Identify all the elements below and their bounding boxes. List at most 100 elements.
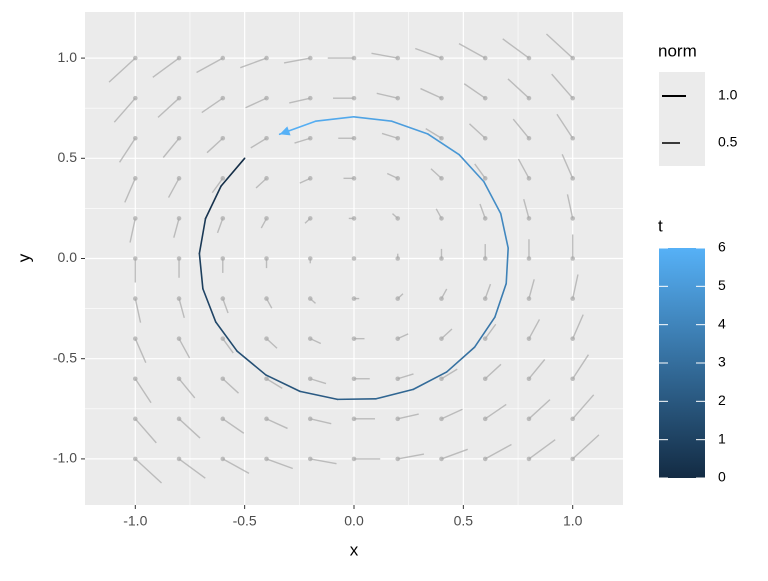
grid-point — [526, 135, 532, 141]
trajectory-segment — [391, 120, 429, 135]
vector — [484, 323, 497, 340]
vector — [134, 378, 152, 404]
grid-point — [351, 135, 357, 141]
grid-point — [307, 216, 313, 221]
grid-point — [176, 416, 182, 422]
grid-point — [439, 376, 444, 382]
vector — [152, 57, 180, 78]
grid-point — [526, 296, 532, 301]
vector — [266, 378, 283, 389]
colorbar-label: 0 — [718, 469, 726, 485]
grid-point — [526, 176, 532, 181]
grid-point — [133, 95, 138, 101]
colorbar-label: 5 — [718, 277, 726, 293]
grid-point — [351, 216, 357, 221]
grid-point — [133, 336, 138, 341]
x-tick-label: -1.0 — [123, 513, 147, 529]
grid-point — [351, 256, 357, 261]
grid-point — [482, 176, 488, 181]
vector — [441, 408, 463, 420]
vector — [255, 177, 267, 189]
grid-point — [570, 376, 575, 382]
legend-label: 0.5 — [718, 134, 738, 150]
vector — [523, 198, 530, 219]
grid-point — [307, 416, 313, 422]
grid-point — [264, 95, 269, 101]
trajectory-segment — [214, 321, 239, 353]
vector — [572, 394, 595, 420]
grid-point — [570, 456, 575, 462]
vector — [414, 47, 442, 59]
grid-point — [307, 55, 313, 61]
trajectory-segment — [202, 287, 217, 323]
grid-point — [264, 336, 269, 341]
vector — [245, 97, 267, 109]
vector — [173, 218, 180, 238]
vector — [134, 418, 157, 444]
vector — [222, 298, 229, 314]
vector — [178, 338, 191, 359]
vector — [222, 418, 245, 434]
grid-point — [526, 376, 532, 382]
grid-point — [351, 376, 357, 382]
vector — [134, 338, 147, 363]
grid-point — [526, 55, 532, 61]
vector — [572, 434, 600, 460]
x-tick-label: -0.5 — [233, 513, 257, 529]
y-tick-label: 0.0 — [58, 249, 78, 265]
grid-point — [133, 55, 138, 61]
grid-point — [395, 456, 401, 462]
vector — [528, 399, 551, 420]
grid-point — [351, 416, 357, 422]
vector — [240, 57, 267, 69]
grid-point — [482, 416, 488, 422]
vector — [118, 137, 136, 163]
trajectory-segment — [198, 252, 204, 290]
vector — [484, 283, 492, 299]
trajectory-segment — [499, 212, 509, 249]
x-axis-title: x — [350, 540, 359, 559]
vector — [250, 137, 267, 149]
vector — [517, 158, 530, 179]
grid-point — [439, 456, 444, 462]
vector — [572, 354, 590, 380]
grid-point — [220, 95, 226, 101]
y-tick-label: 1.0 — [58, 49, 78, 65]
vector — [371, 52, 398, 59]
vector — [381, 132, 398, 139]
grid-point — [482, 135, 488, 141]
grid-point — [176, 296, 182, 301]
vector — [206, 137, 224, 154]
grid-point — [133, 416, 138, 422]
grid-point — [395, 296, 401, 301]
grid-point — [264, 135, 269, 141]
vector — [545, 33, 574, 59]
grid-point — [395, 256, 401, 261]
grid-point — [133, 376, 138, 382]
vector — [397, 453, 425, 460]
grid-point — [133, 135, 138, 141]
vector — [129, 218, 136, 243]
grid-point — [526, 336, 532, 341]
grid-point — [307, 95, 313, 101]
vector — [283, 57, 311, 64]
vector — [167, 178, 180, 198]
grid-point — [220, 456, 226, 462]
grid-point — [220, 376, 226, 382]
grid-point — [264, 55, 269, 61]
y-tick-label: -1.0 — [53, 450, 77, 466]
grid-point — [264, 216, 269, 221]
trajectory-segment — [427, 133, 460, 156]
grid-point — [482, 216, 488, 221]
grid-point — [570, 176, 575, 181]
grid-point — [351, 296, 357, 301]
grid-point — [133, 296, 138, 301]
grid-point — [176, 336, 182, 341]
grid-point — [482, 376, 488, 382]
grid-point — [176, 216, 182, 221]
grid-point — [570, 336, 575, 341]
vector — [211, 177, 224, 194]
vector — [551, 73, 574, 99]
colorbar-label: 4 — [718, 315, 726, 331]
vector — [484, 443, 512, 460]
